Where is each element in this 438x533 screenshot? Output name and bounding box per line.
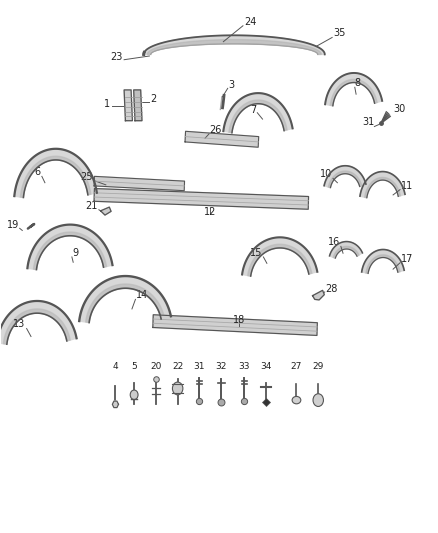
Polygon shape bbox=[229, 100, 287, 133]
Text: 19: 19 bbox=[7, 220, 19, 230]
Circle shape bbox=[130, 390, 138, 400]
Text: 10: 10 bbox=[320, 169, 332, 180]
Text: 8: 8 bbox=[355, 78, 361, 88]
Text: 22: 22 bbox=[172, 362, 183, 372]
Text: 32: 32 bbox=[215, 362, 227, 372]
Text: 6: 6 bbox=[35, 167, 41, 177]
Polygon shape bbox=[313, 290, 324, 300]
Polygon shape bbox=[330, 79, 377, 106]
Text: 2: 2 bbox=[150, 94, 156, 104]
Polygon shape bbox=[362, 249, 404, 273]
Text: 25: 25 bbox=[80, 172, 93, 182]
Polygon shape bbox=[365, 177, 400, 198]
Text: 29: 29 bbox=[313, 362, 324, 372]
Polygon shape bbox=[328, 171, 362, 188]
Polygon shape bbox=[21, 156, 91, 198]
Polygon shape bbox=[86, 284, 165, 322]
Text: 12: 12 bbox=[204, 207, 216, 216]
Circle shape bbox=[173, 382, 183, 395]
Polygon shape bbox=[333, 246, 359, 258]
Text: 16: 16 bbox=[328, 237, 340, 247]
Text: 23: 23 bbox=[110, 52, 122, 62]
Polygon shape bbox=[248, 244, 312, 276]
Polygon shape bbox=[28, 224, 113, 270]
Polygon shape bbox=[223, 93, 293, 133]
Text: 31: 31 bbox=[362, 117, 374, 127]
Polygon shape bbox=[185, 131, 259, 147]
Text: 28: 28 bbox=[325, 284, 338, 294]
Polygon shape bbox=[113, 401, 118, 408]
Polygon shape bbox=[0, 301, 77, 344]
Text: 33: 33 bbox=[239, 362, 250, 372]
Polygon shape bbox=[134, 90, 142, 120]
Text: 31: 31 bbox=[194, 362, 205, 372]
Text: 27: 27 bbox=[291, 362, 302, 372]
Text: 35: 35 bbox=[333, 28, 346, 38]
Text: 13: 13 bbox=[13, 319, 25, 329]
Text: 9: 9 bbox=[72, 248, 78, 258]
Text: 26: 26 bbox=[209, 125, 222, 135]
Polygon shape bbox=[329, 241, 362, 258]
Text: 1: 1 bbox=[104, 100, 110, 109]
Text: 14: 14 bbox=[136, 290, 148, 300]
Text: 34: 34 bbox=[260, 362, 272, 372]
Polygon shape bbox=[14, 149, 97, 198]
Text: 3: 3 bbox=[229, 80, 235, 90]
Text: 5: 5 bbox=[131, 362, 137, 372]
Polygon shape bbox=[324, 166, 366, 188]
Polygon shape bbox=[325, 73, 382, 106]
Polygon shape bbox=[33, 232, 106, 270]
Text: 20: 20 bbox=[150, 362, 162, 372]
Text: 7: 7 bbox=[250, 105, 256, 115]
Text: 17: 17 bbox=[401, 254, 413, 264]
Text: 30: 30 bbox=[393, 104, 405, 114]
Polygon shape bbox=[153, 315, 318, 335]
Text: 11: 11 bbox=[401, 181, 413, 191]
Polygon shape bbox=[101, 207, 111, 215]
Ellipse shape bbox=[292, 397, 301, 404]
Text: 24: 24 bbox=[244, 17, 257, 27]
Text: 21: 21 bbox=[86, 201, 98, 211]
Polygon shape bbox=[94, 176, 184, 191]
Polygon shape bbox=[147, 39, 321, 54]
Polygon shape bbox=[360, 172, 405, 198]
Polygon shape bbox=[94, 189, 308, 209]
Text: 18: 18 bbox=[233, 315, 245, 325]
Circle shape bbox=[313, 394, 323, 407]
Text: 4: 4 bbox=[113, 362, 118, 372]
Polygon shape bbox=[144, 35, 325, 54]
Polygon shape bbox=[366, 255, 400, 273]
Polygon shape bbox=[4, 309, 70, 344]
Polygon shape bbox=[242, 237, 317, 276]
Polygon shape bbox=[79, 276, 171, 322]
Text: 15: 15 bbox=[250, 248, 262, 258]
Polygon shape bbox=[124, 90, 132, 120]
